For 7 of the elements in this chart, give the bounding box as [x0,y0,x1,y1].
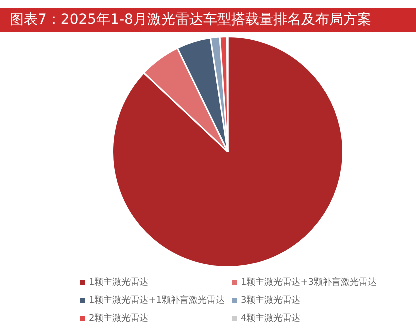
legend-label: 1颗主激光雷达+1颗补盲激光雷达 [89,294,225,307]
legend-label: 1颗主激光雷达 [89,276,149,289]
legend-label: 4颗主激光雷达 [241,312,301,325]
legend-label: 3颗主激光雷达 [241,294,301,307]
legend-label: 2颗主激光雷达 [89,312,149,325]
chart-title: 图表7：2025年1-8月激光雷达车型搭载量排名及布局方案 [0,8,416,32]
legend-label: 1颗主激光雷达+3颗补盲激光雷达 [241,276,377,289]
